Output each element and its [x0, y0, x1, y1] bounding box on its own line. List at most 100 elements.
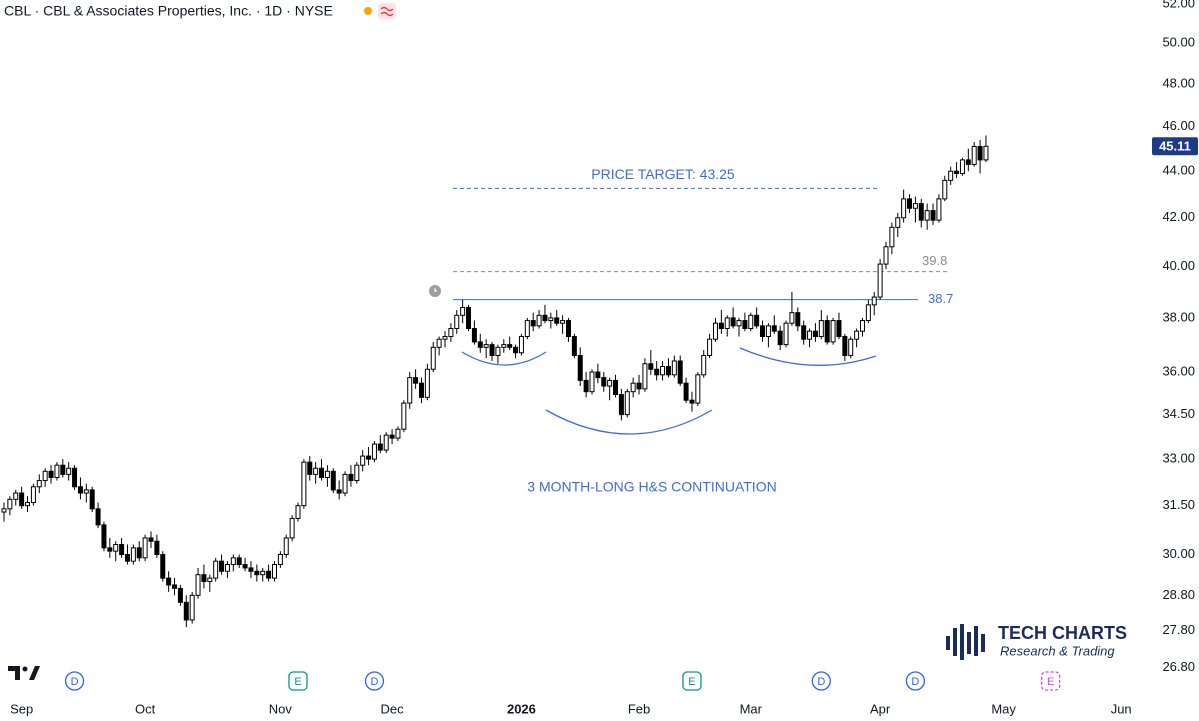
candle-body [236, 557, 242, 566]
candle-body [319, 467, 325, 478]
candle-body [736, 320, 742, 327]
candle-body [489, 344, 495, 356]
candle-body [524, 320, 530, 338]
candle-body [689, 399, 695, 404]
last-price-label: 45.11 [1159, 139, 1191, 154]
candle-body [595, 371, 601, 379]
candle-body [436, 338, 442, 348]
candle-body [19, 492, 25, 507]
event-label: D [370, 676, 378, 688]
candle-body [119, 544, 125, 555]
candle-body [836, 320, 842, 338]
candle-body [877, 263, 883, 298]
candle-body [101, 524, 107, 549]
candle-body [665, 365, 671, 376]
alert-icon-hand [434, 288, 437, 292]
event-label: E [294, 676, 301, 688]
right-shoulder-arc [739, 347, 877, 366]
x-tick-label: Jun [1111, 701, 1132, 716]
y-tick-label: 34.50 [1162, 406, 1195, 421]
candle-body [789, 312, 795, 324]
candle-body [25, 501, 31, 507]
event-marker [288, 671, 308, 691]
candle-body [654, 368, 660, 376]
candle-body [548, 317, 554, 322]
candle-body [848, 338, 854, 356]
y-tick-label: 33.00 [1162, 451, 1195, 466]
logo-subtitle: Research & Trading [1000, 643, 1115, 658]
candle-body [142, 537, 148, 559]
event-marker [682, 671, 702, 691]
y-tick-label: 38.00 [1162, 309, 1195, 324]
candle-body [448, 328, 454, 338]
candle-body [407, 377, 413, 404]
candle-body [418, 382, 424, 398]
candle-body [207, 577, 213, 583]
candle-body [224, 564, 230, 572]
candle-body [577, 354, 583, 381]
candle-body [660, 365, 666, 376]
candle-body [677, 360, 683, 384]
event-marker [811, 671, 831, 691]
candle-body [130, 547, 136, 562]
candle-body [360, 455, 366, 466]
candle-body [695, 374, 701, 404]
candle-body [648, 363, 654, 370]
candle-body [166, 577, 172, 586]
candle-body [954, 170, 960, 174]
candle-body [89, 489, 95, 510]
candle-body [371, 443, 377, 460]
candle-body [771, 325, 777, 332]
chart-title: CBL · CBL & Associates Properties, Inc. … [4, 3, 333, 19]
candle-body [260, 570, 266, 576]
candle-body [854, 330, 860, 340]
candle-body [195, 574, 201, 596]
y-tick-label: 40.00 [1162, 258, 1195, 273]
logo-bar [974, 626, 978, 656]
candle-body [671, 360, 677, 376]
candle-body [342, 473, 348, 494]
candle-body [213, 560, 219, 579]
level-label: 39.8 [922, 253, 947, 268]
candle-body [642, 363, 648, 390]
candle-body [336, 489, 342, 494]
candle-body [977, 145, 983, 161]
candle-body [924, 210, 930, 221]
candle-body [618, 394, 624, 416]
candle-body [513, 346, 519, 354]
candle-body [471, 328, 477, 343]
event-label: D [817, 676, 825, 688]
candle-body [824, 320, 830, 343]
candle-body [883, 246, 889, 265]
candle-body [889, 226, 895, 248]
candle-body [907, 198, 913, 209]
candle-body [613, 379, 619, 396]
candle-body [624, 391, 630, 416]
last-price-box [1152, 137, 1198, 156]
candle-body [354, 464, 360, 482]
candle-body [301, 461, 307, 507]
candle-body [377, 443, 383, 451]
logo-bar [981, 634, 985, 652]
candle-body [971, 145, 977, 165]
x-tick-label: Apr [870, 701, 891, 716]
event-label: D [71, 676, 79, 688]
candle-body [748, 314, 754, 330]
candle-body [918, 203, 924, 221]
x-tick-label: Oct [135, 701, 156, 716]
y-tick-label: 42.00 [1162, 209, 1195, 224]
candle-body [430, 346, 436, 370]
x-tick-label: Mar [740, 701, 763, 716]
candle-body [483, 344, 489, 348]
candle-body [959, 159, 965, 174]
candle-body [754, 314, 760, 327]
candle-body [95, 508, 101, 526]
candle-body [72, 467, 78, 488]
candle-body [60, 464, 66, 475]
candle-body [765, 325, 771, 338]
candle-body [983, 145, 989, 161]
candle-body [442, 336, 448, 340]
delay-wave [380, 6, 394, 17]
event-label: D [911, 676, 919, 688]
